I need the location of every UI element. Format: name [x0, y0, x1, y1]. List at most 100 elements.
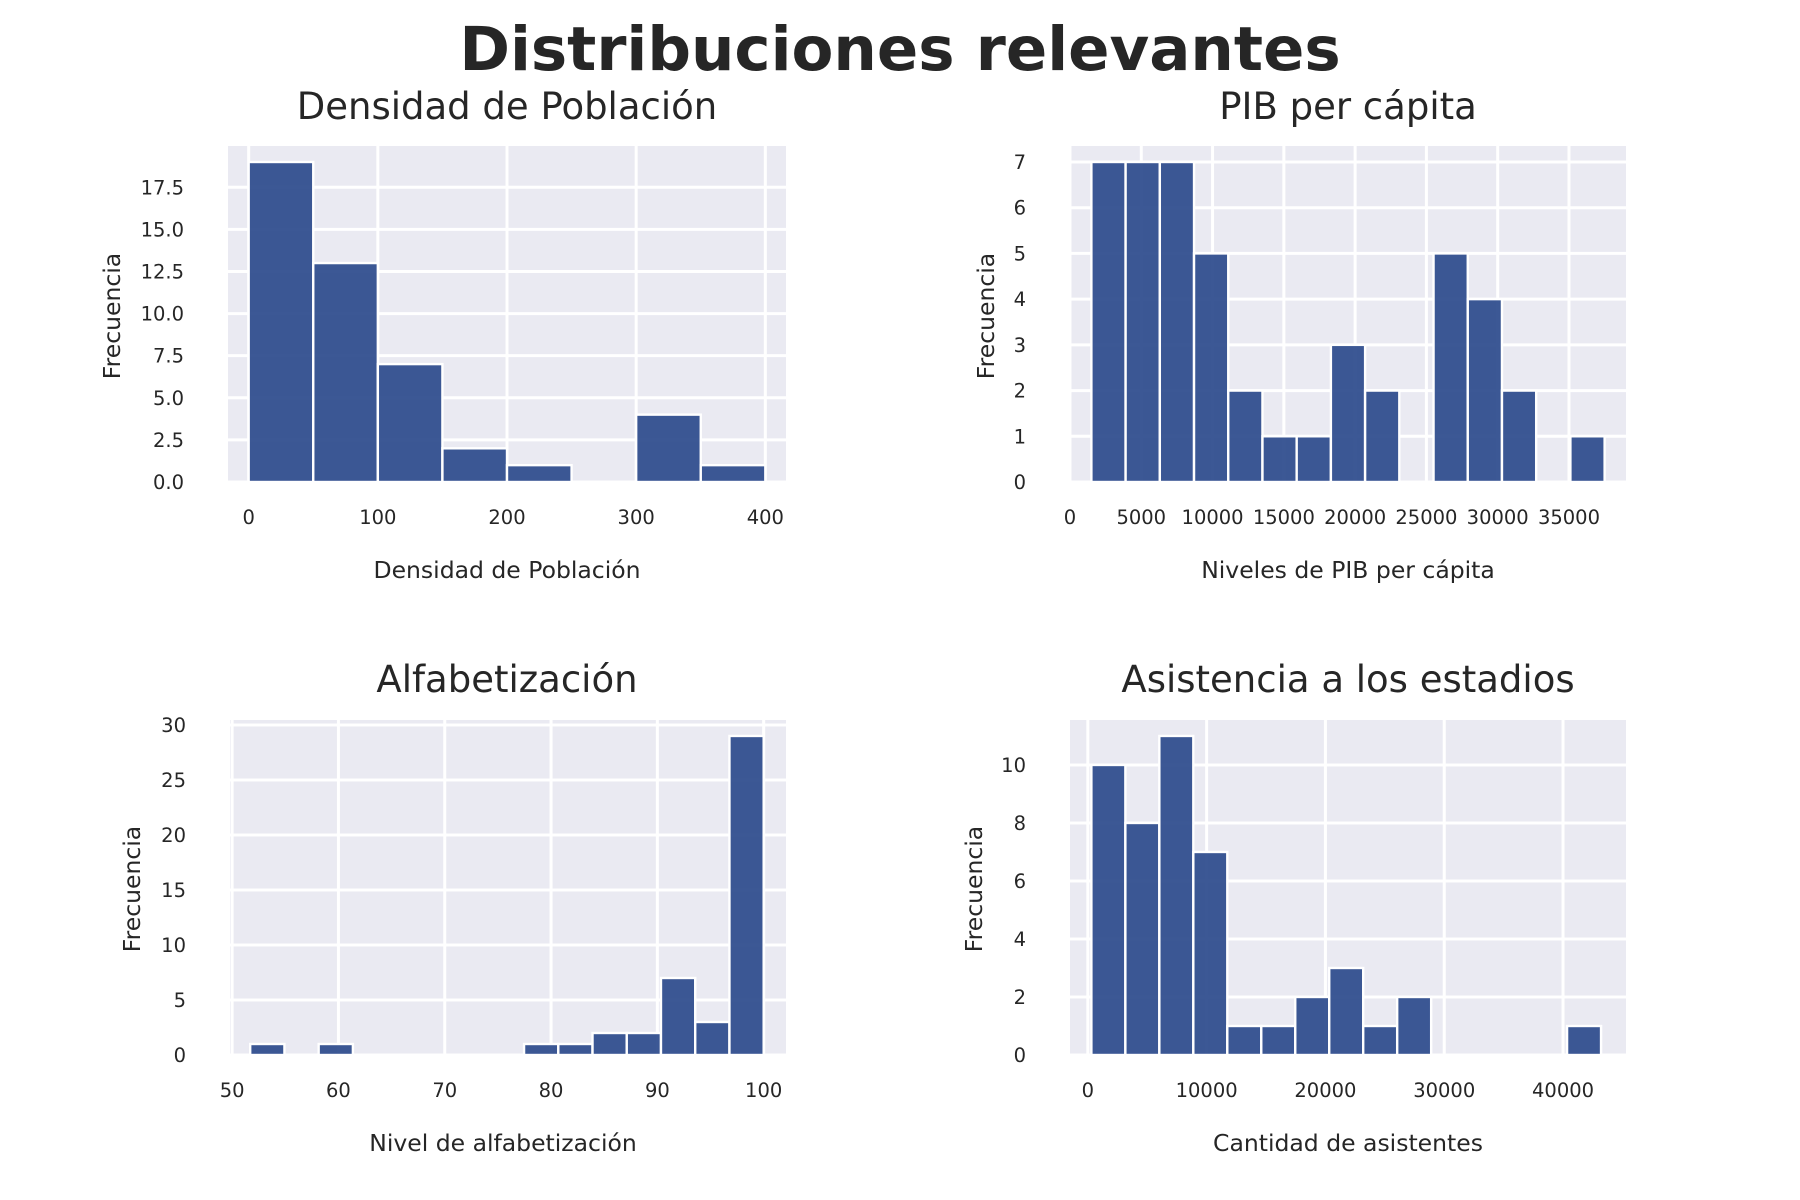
gdp-per-capita-y-tick-label: 3 [1014, 334, 1026, 357]
literacy-bar [659, 976, 697, 1057]
literacy-x-tick-label: 70 [432, 1079, 457, 1102]
stadium-attendance-plot: 0 10000 20000 30000 40000 0 2 4 6 8 10 [1001, 720, 1626, 1102]
gdp-per-capita-x-tick-label: 10000 [1182, 506, 1244, 529]
panel-gdp-per-capita: PIB per cápita 0 5000 10000 15000 20000 25000… [972, 85, 1626, 584]
literacy-x-tick-label: 100 [745, 1079, 782, 1102]
literacy-y-tick-label: 30 [161, 714, 186, 737]
population-density-x-tick-label: 400 [747, 506, 784, 529]
literacy-x-tick-label: 80 [539, 1079, 564, 1102]
literacy-xlabel: Nivel de alfabetización [369, 1129, 637, 1157]
literacy-x-tick-label: 90 [645, 1079, 670, 1102]
stadium-attendance-x-tick-label: 30000 [1413, 1079, 1475, 1102]
gdp-per-capita-x-tick-label: 30000 [1467, 506, 1529, 529]
literacy-y-tick-label: 15 [161, 879, 186, 902]
population-density-y-tick-label: 12.5 [141, 260, 184, 283]
literacy-y-tick-label: 0 [174, 1044, 186, 1067]
population-density-bar [505, 463, 573, 484]
population-density-y-tick-label: 17.5 [141, 176, 184, 199]
stadium-attendance-bar [1294, 995, 1331, 1057]
stadium-attendance-bar [1158, 734, 1195, 1057]
gdp-per-capita-x-tick-label: 5000 [1116, 506, 1166, 529]
stadium-attendance-title: Asistencia a los estadios [1121, 658, 1574, 701]
stadium-attendance-y-tick-label: 4 [1014, 928, 1026, 951]
gdp-per-capita-bar [1227, 389, 1264, 484]
gdp-per-capita-bar [1295, 435, 1333, 484]
gdp-per-capita-xlabel: Niveles de PIB per cápita [1201, 556, 1495, 584]
stadium-attendance-bar [1192, 850, 1229, 1057]
gdp-per-capita-x-tick-label: 0 [1064, 506, 1076, 529]
stadium-attendance-x-tick-label: 0 [1082, 1079, 1094, 1102]
population-density-y-tick-label: 5.0 [153, 387, 184, 410]
literacy-plot-background [230, 720, 786, 1055]
literacy-x-tick-label: 60 [326, 1079, 351, 1102]
population-density-plot: 0 100 200 300 400 0.0 2.5 5.0 7.5 10.0 12.5 15.0 17.… [141, 146, 786, 529]
gdp-per-capita-bar [1466, 297, 1504, 484]
gdp-per-capita-y-tick-label: 6 [1014, 197, 1026, 220]
stadium-attendance-x-tick-label: 10000 [1176, 1079, 1238, 1102]
literacy-bar [317, 1042, 355, 1057]
population-density-bar [312, 261, 380, 484]
gdp-per-capita-bar [1090, 160, 1127, 484]
gdp-per-capita-y-tick-label: 4 [1014, 288, 1026, 311]
gdp-per-capita-x-tick-label: 15000 [1253, 506, 1315, 529]
population-density-bar [441, 447, 509, 484]
gdp-per-capita-x-tick-label: 20000 [1324, 506, 1386, 529]
gdp-per-capita-bar [1432, 252, 1469, 484]
literacy-bar [522, 1042, 560, 1057]
gdp-per-capita-plot: 0 5000 10000 15000 20000 25000 30000 35000 0 1 2 3 4… [1014, 146, 1626, 529]
population-density-bar [247, 160, 315, 484]
literacy-y-tick-label: 25 [161, 769, 186, 792]
gdp-per-capita-y-tick-label: 0 [1014, 471, 1026, 494]
gdp-per-capita-y-tick-label: 2 [1014, 380, 1026, 403]
gdp-per-capita-title: PIB per cápita [1219, 85, 1477, 128]
literacy-y-tick-label: 5 [174, 989, 186, 1012]
population-density-x-tick-label: 200 [488, 506, 525, 529]
stadium-attendance-bar [1226, 1024, 1263, 1057]
population-density-bar [699, 463, 767, 484]
population-density-y-tick-label: 15.0 [141, 218, 184, 241]
stadium-attendance-y-tick-label: 6 [1014, 870, 1026, 893]
gdp-per-capita-bar [1329, 343, 1367, 484]
stadium-attendance-bar [1260, 1024, 1297, 1057]
stadium-attendance-bar [1124, 821, 1161, 1057]
literacy-bar [557, 1042, 594, 1057]
gdp-per-capita-bar [1569, 435, 1606, 484]
population-density-xlabel: Densidad de Población [373, 556, 640, 584]
population-density-bar [634, 413, 702, 484]
stadium-attendance-y-tick-label: 0 [1014, 1044, 1026, 1067]
literacy-y-tick-label: 20 [161, 824, 186, 847]
population-density-x-tick-label: 300 [618, 506, 655, 529]
population-density-ylabel: Frecuencia [98, 253, 126, 379]
population-density-x-tick-label: 100 [359, 506, 396, 529]
stadium-attendance-bar [1090, 763, 1127, 1057]
literacy-bar [625, 1031, 663, 1057]
literacy-bar [728, 734, 765, 1057]
stadium-attendance-bar [1395, 995, 1433, 1057]
gdp-per-capita-bar [1192, 252, 1230, 484]
panel-stadium-attendance: Asistencia a los estadios 0 10000 20000 300… [960, 658, 1626, 1157]
gdp-per-capita-bar [1261, 435, 1298, 484]
panel-literacy: Alfabetización 50 60 70 80 90 100 0 5 10 15 20 25 30… [118, 658, 786, 1157]
gdp-per-capita-y-tick-label: 7 [1014, 151, 1026, 174]
stadium-attendance-bar [1328, 966, 1365, 1057]
literacy-bar [248, 1042, 286, 1057]
stadium-attendance-xlabel: Cantidad de asistentes [1213, 1129, 1483, 1157]
gdp-per-capita-bar [1124, 160, 1162, 484]
stadium-attendance-x-tick-label: 20000 [1294, 1079, 1356, 1102]
literacy-title: Alfabetización [376, 658, 637, 701]
literacy-ylabel: Frecuencia [118, 826, 146, 952]
stadium-attendance-bar [1362, 1024, 1399, 1057]
literacy-x-tick-label: 50 [220, 1079, 245, 1102]
population-density-y-tick-label: 10.0 [141, 303, 184, 326]
stadium-attendance-bar [1565, 1024, 1603, 1057]
stadium-attendance-y-tick-label: 8 [1014, 812, 1026, 835]
panel-population-density: Densidad de Población 0 100 200 300 400 0.0 2.… [98, 85, 786, 584]
literacy-bar [694, 1020, 731, 1057]
literacy-plot: 50 60 70 80 90 100 0 5 10 15 20 25 30 [161, 714, 786, 1102]
gdp-per-capita-bar [1363, 389, 1401, 484]
gdp-per-capita-bar [1500, 389, 1538, 484]
population-density-bar [376, 362, 444, 484]
stadium-attendance-y-tick-label: 2 [1014, 986, 1026, 1009]
gdp-per-capita-y-tick-label: 1 [1014, 425, 1026, 448]
